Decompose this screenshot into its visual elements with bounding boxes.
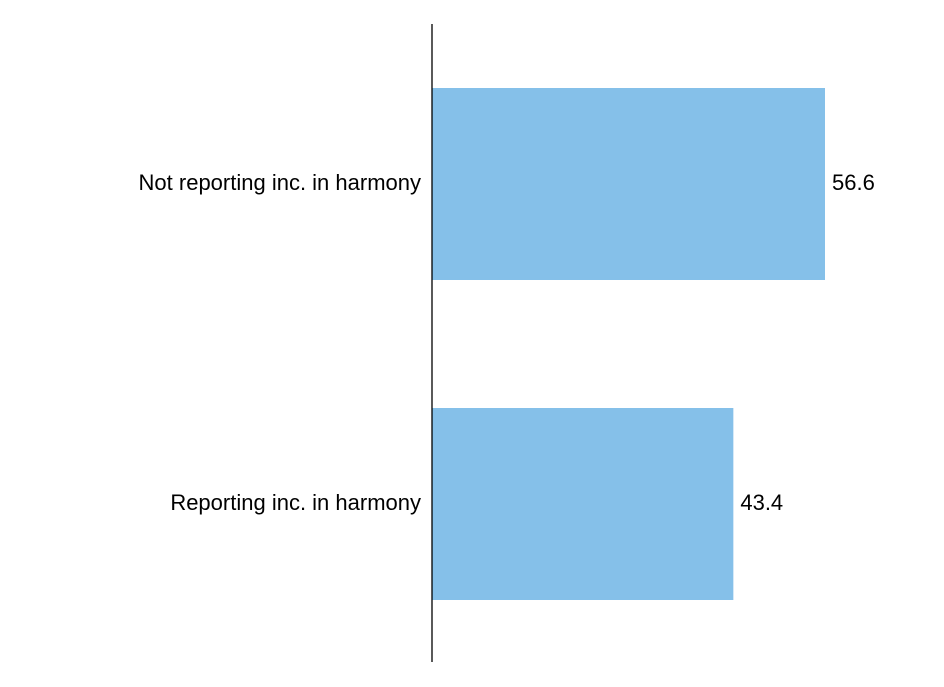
category-label-0: Not reporting inc. in harmony (139, 170, 421, 195)
bar-0 (432, 88, 825, 280)
labels-layer: Not reporting inc. in harmony 56.6 Reporti… (139, 170, 875, 515)
bar-1 (432, 408, 734, 600)
value-label-1: 43.4 (740, 490, 783, 515)
value-label-0: 56.6 (832, 170, 875, 195)
category-label-1: Reporting inc. in harmony (170, 490, 421, 515)
bars-layer (432, 88, 825, 600)
